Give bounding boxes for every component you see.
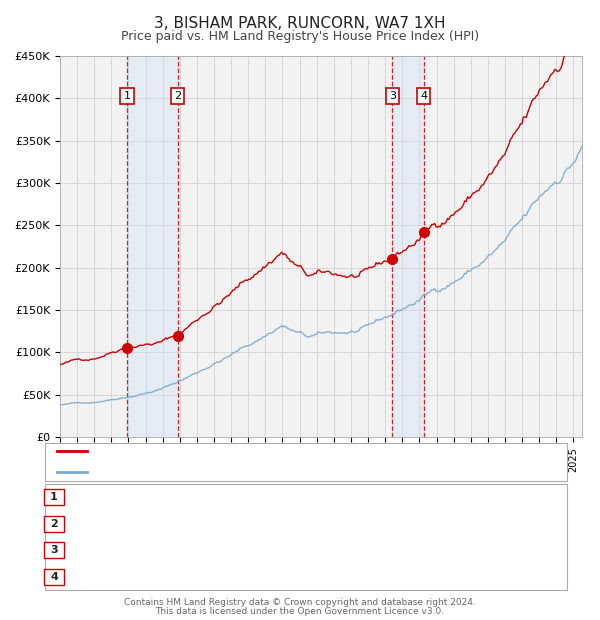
Text: 30% ↑ HPI: 30% ↑ HPI [336, 490, 398, 503]
Text: Contains HM Land Registry data © Crown copyright and database right 2024.: Contains HM Land Registry data © Crown c… [124, 598, 476, 607]
Text: This data is licensed under the Open Government Licence v3.0.: This data is licensed under the Open Gov… [155, 607, 445, 616]
Text: 3, BISHAM PARK, RUNCORN, WA7 1XH: 3, BISHAM PARK, RUNCORN, WA7 1XH [154, 16, 446, 30]
Text: 30-MAY-2014: 30-MAY-2014 [87, 544, 163, 557]
Text: 01-APR-2016: 01-APR-2016 [87, 570, 163, 583]
Bar [127, 56, 178, 437]
Text: 4: 4 [50, 572, 58, 582]
Text: 27-NOV-1998: 27-NOV-1998 [87, 490, 166, 503]
Text: £210,000: £210,000 [222, 544, 278, 557]
Text: 14% ↑ HPI: 14% ↑ HPI [336, 517, 398, 530]
Text: 2: 2 [50, 518, 58, 529]
Text: 2: 2 [174, 91, 181, 101]
Text: 7% ↑ HPI: 7% ↑ HPI [336, 544, 391, 557]
Text: £104,995: £104,995 [222, 490, 278, 503]
Text: 16% ↑ HPI: 16% ↑ HPI [336, 570, 398, 583]
Text: 1: 1 [50, 492, 58, 502]
Text: £242,500: £242,500 [222, 570, 278, 583]
Text: 3, BISHAM PARK, RUNCORN, WA7 1XH (detached house): 3, BISHAM PARK, RUNCORN, WA7 1XH (detach… [90, 446, 383, 456]
Text: 3: 3 [50, 545, 58, 556]
Text: 1: 1 [124, 91, 130, 101]
Text: HPI: Average price, detached house, Halton: HPI: Average price, detached house, Halt… [90, 467, 317, 477]
Text: Price paid vs. HM Land Registry's House Price Index (HPI): Price paid vs. HM Land Registry's House … [121, 30, 479, 43]
Text: 3: 3 [389, 91, 395, 101]
Text: £119,500: £119,500 [222, 517, 278, 530]
Text: 4: 4 [420, 91, 427, 101]
Text: 19-NOV-2001: 19-NOV-2001 [87, 517, 166, 530]
Bar [392, 56, 424, 437]
